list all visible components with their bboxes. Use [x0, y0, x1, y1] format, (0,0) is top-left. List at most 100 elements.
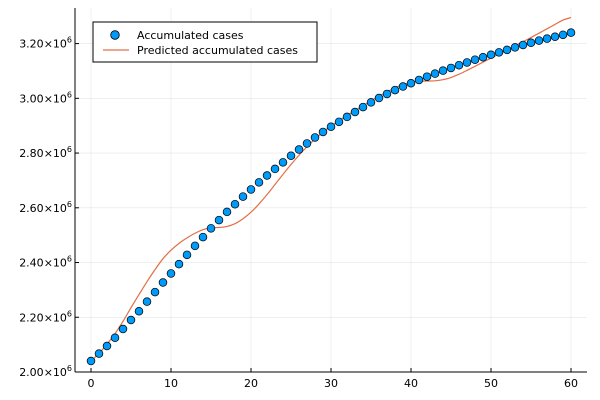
y-tick-exponent: 6: [67, 200, 72, 209]
x-tick-label: 30: [324, 377, 338, 390]
y-tick-base: ×10: [44, 202, 67, 215]
data-point: [414, 75, 424, 85]
y-tick-label: 2.60×106: [19, 200, 72, 215]
data-point: [222, 207, 232, 217]
y-tick-label: 3.00×106: [19, 90, 72, 105]
data-point: [198, 232, 208, 242]
data-point: [206, 224, 216, 233]
data-point: [406, 79, 416, 88]
data-point: [326, 122, 336, 132]
data-point: [246, 185, 256, 194]
data-point: [254, 178, 264, 187]
ticks: 0 10 20 30 40 50 602.00×1062.20×1062.40×1062.6…: [19, 36, 578, 390]
data-point: [310, 133, 320, 142]
x-tick-label: 50: [484, 377, 498, 390]
y-tick-mantissa: 3.00: [19, 92, 44, 105]
data-point: [454, 60, 464, 70]
data-point: [334, 117, 344, 127]
data-point: [534, 36, 544, 45]
y-tick-exponent: 6: [67, 90, 72, 99]
data-point: [366, 98, 376, 107]
y-tick-base: ×10: [44, 38, 67, 51]
data-point: [526, 38, 536, 48]
y-tick-mantissa: 2.60: [19, 202, 44, 215]
data-point: [518, 40, 528, 50]
y-tick-base: ×10: [44, 257, 67, 270]
data-point: [398, 82, 408, 91]
data-point: [110, 333, 120, 343]
data-point: [422, 72, 432, 81]
data-point: [190, 241, 200, 251]
data-point: [318, 127, 328, 137]
y-tick-exponent: 6: [67, 36, 72, 45]
y-tick-label: 2.80×106: [19, 145, 72, 160]
legend-label-accumulated: Accumulated cases: [137, 29, 244, 42]
data-point: [462, 58, 472, 67]
y-tick-label: 2.20×106: [19, 309, 72, 324]
data-point: [238, 192, 248, 201]
data-point: [558, 30, 568, 40]
x-tick-label: 60: [564, 377, 578, 390]
y-tick-exponent: 6: [67, 364, 72, 373]
data-point: [270, 164, 280, 174]
y-tick-mantissa: 2.20: [19, 311, 44, 324]
data-point: [230, 199, 240, 209]
y-tick-base: ×10: [44, 311, 67, 324]
y-tick-mantissa: 2.80: [19, 147, 44, 160]
data-point: [262, 171, 272, 180]
y-tick-label: 3.20×106: [19, 36, 72, 51]
data-point: [278, 158, 288, 167]
data-point: [430, 69, 440, 78]
data-point: [470, 55, 480, 64]
data-point: [166, 269, 176, 278]
y-tick-base: ×10: [44, 147, 67, 160]
data-point: [350, 107, 360, 117]
data-point: [134, 306, 144, 316]
legend-box: [92, 21, 318, 63]
data-point: [550, 32, 560, 41]
data-point: [150, 287, 160, 297]
data-point: [294, 145, 304, 154]
y-tick-mantissa: 2.40: [19, 257, 44, 270]
data-point: [358, 102, 368, 112]
y-tick-exponent: 6: [67, 255, 72, 264]
y-tick-base: ×10: [44, 92, 67, 105]
data-point: [158, 278, 168, 287]
data-point: [118, 324, 128, 334]
y-tick-label: 2.00×106: [19, 364, 72, 379]
data-point: [502, 45, 512, 55]
data-point: [142, 297, 152, 306]
data-point: [494, 48, 504, 57]
legend-marker-accumulated: [110, 30, 120, 40]
data-point: [374, 93, 384, 103]
x-tick-label: 0: [88, 377, 95, 390]
data-point: [214, 215, 224, 225]
data-point: [478, 53, 488, 62]
data-point: [510, 43, 520, 52]
data-point: [102, 341, 112, 351]
x-tick-label: 40: [404, 377, 418, 390]
data-point: [94, 349, 104, 358]
data-point: [382, 89, 392, 99]
data-point: [542, 34, 552, 43]
x-tick-label: 20: [244, 377, 258, 390]
data-point: [438, 66, 448, 75]
data-point: [126, 315, 136, 325]
data-point: [286, 151, 296, 161]
x-tick-label: 10: [164, 377, 178, 390]
data-point: [302, 139, 312, 148]
series-points-group: [86, 28, 576, 366]
y-tick-label: 2.40×106: [19, 255, 72, 270]
y-tick-exponent: 6: [67, 309, 72, 318]
y-tick-mantissa: 3.20: [19, 38, 44, 51]
data-point: [446, 63, 456, 73]
data-point: [566, 28, 576, 37]
data-point: [86, 356, 96, 366]
data-point: [174, 259, 184, 269]
y-tick-mantissa: 2.00: [19, 366, 44, 379]
y-tick-exponent: 6: [67, 145, 72, 154]
data-point: [182, 250, 192, 260]
data-point: [390, 85, 400, 95]
